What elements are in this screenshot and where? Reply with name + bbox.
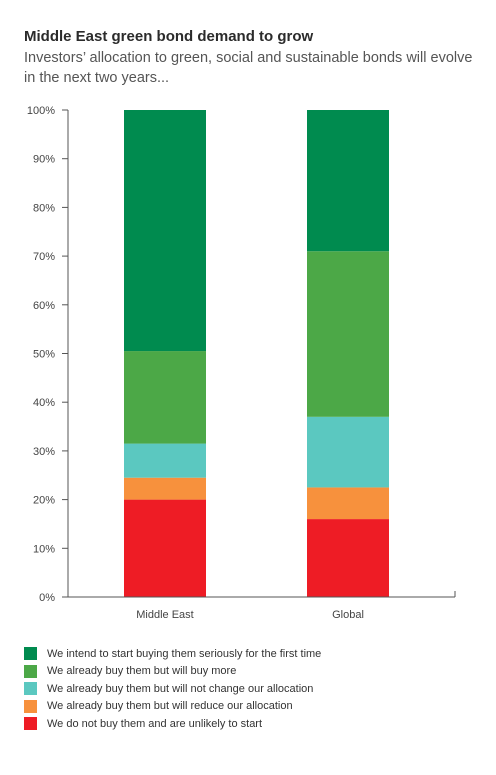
legend-label: We already buy them but will not change … [47,682,314,695]
legend-label: We already buy them but will reduce our … [47,700,293,713]
chart-title: Middle East green bond demand to grow [24,28,314,45]
legend-item: We do not buy them and are unlikely to s… [24,715,321,733]
legend-swatch [24,682,37,696]
y-tick-label: 70% [33,251,55,263]
bar-segment [307,519,389,597]
legend-swatch [24,647,37,661]
y-tick-label: 10% [33,543,55,555]
bar-segment [307,251,389,417]
legend-item: We intend to start buying them seriously… [24,645,321,663]
bar-segment [124,499,206,597]
x-category-label: Global [332,609,364,621]
bar-stacks [124,110,389,597]
legend-swatch [24,699,37,713]
y-tick-label: 80% [33,202,55,214]
bar-segment [124,443,206,478]
y-tick-label: 30% [33,446,55,458]
legend: We intend to start buying them seriously… [24,645,321,733]
y-tick-label: 60% [33,300,55,312]
legend-label: We do not buy them and are unlikely to s… [47,717,263,730]
y-tick-label: 90% [33,154,55,166]
bar-segment [124,351,206,444]
y-tick-label: 0% [39,592,55,604]
y-tick-label: 40% [33,397,55,409]
legend-item: We already buy them but will buy more [24,663,321,681]
stacked-bar-chart: 0% 10% 20% 30% 40% 50% 60% 70% 80% 90% 100% Middle… [27,105,456,621]
bar-segment [124,477,206,500]
legend-label: We intend to start buying them seriously… [47,647,322,660]
y-tick-label: 100% [27,105,55,117]
bar-segment [307,110,389,252]
x-axis: Middle East Global [68,591,456,621]
chart-subtitle: Investors’ allocation to green, social a… [24,50,473,86]
y-tick-label: 20% [33,495,55,507]
y-tick-label: 50% [33,349,55,361]
x-category-label: Middle East [136,609,193,621]
legend-item: We already buy them but will not change … [24,680,321,698]
legend-label: We already buy them but will buy more [47,665,237,678]
legend-swatch [24,717,37,731]
legend-swatch [24,664,37,678]
bar-segment [124,110,206,352]
bar-segment [307,487,389,520]
legend-item: We already buy them but will reduce our … [24,698,321,716]
bar-segment [307,416,389,488]
y-axis: 0% 10% 20% 30% 40% 50% 60% 70% 80% 90% 100% [27,105,69,604]
